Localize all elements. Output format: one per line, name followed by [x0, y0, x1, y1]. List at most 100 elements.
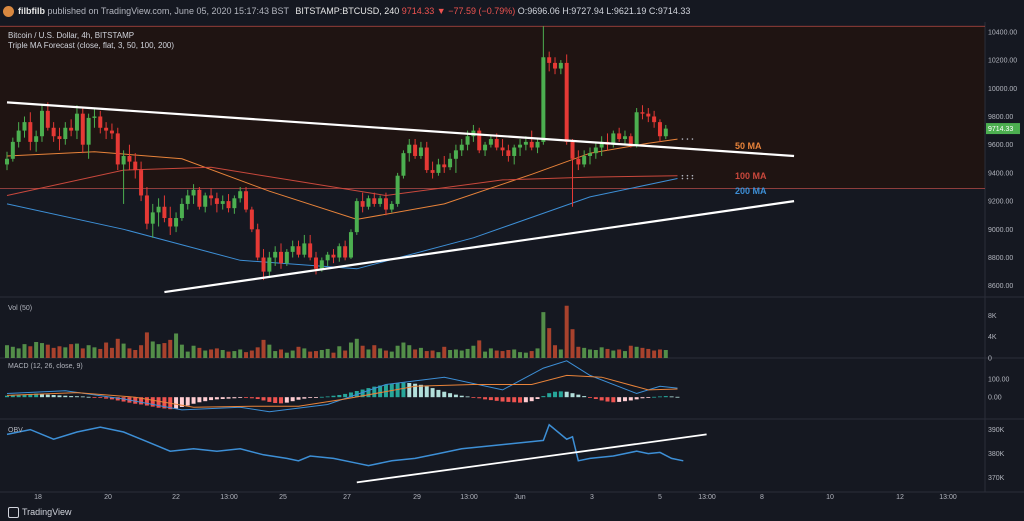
candle-body: [506, 150, 511, 156]
candle: [477, 127, 482, 154]
volume-bar: [302, 348, 307, 358]
macd-histogram-bar: [611, 397, 616, 403]
candle: [448, 153, 453, 171]
candle-body: [407, 144, 412, 154]
candle-body: [115, 133, 120, 165]
volume-bar: [535, 348, 540, 358]
macd-histogram-bar: [471, 397, 476, 398]
macd-histogram-bar: [197, 397, 202, 403]
time-tick-label: 10: [826, 494, 834, 501]
macd-histogram-bar: [535, 397, 540, 399]
candle-body: [57, 136, 62, 140]
price-tick-label: 8600.00: [988, 283, 1013, 290]
macd-histogram-bar: [232, 397, 237, 399]
candle-body: [366, 198, 371, 207]
candle-body: [477, 130, 482, 151]
candle-body: [622, 136, 627, 140]
macd-histogram-bar: [302, 397, 307, 399]
volume-bar: [494, 350, 499, 358]
candle: [34, 130, 39, 152]
macd-histogram-bar: [39, 394, 44, 398]
volume-bar: [343, 350, 348, 358]
volume-bar: [74, 343, 79, 358]
ma200-line: [6, 178, 678, 270]
candle-body: [127, 155, 132, 162]
macd-histogram-bar: [144, 397, 149, 406]
volume-bar: [395, 345, 400, 358]
volume-bar: [523, 352, 528, 358]
time-tick-label: 12: [896, 494, 904, 501]
forecast-dot: [686, 174, 689, 177]
candle: [133, 153, 138, 179]
candle-body: [500, 147, 505, 151]
volume-bar: [69, 344, 74, 358]
candle: [214, 192, 219, 213]
volume-bar: [634, 346, 639, 358]
macd-histogram-bar: [261, 397, 266, 401]
candle: [436, 158, 441, 176]
time-tick-label: 3: [590, 494, 594, 501]
candle: [582, 150, 587, 168]
macd-histogram-bar: [383, 384, 388, 398]
trend-lines: [6, 101, 795, 294]
macd-label: MACD (12, 26, close, 9): [8, 363, 83, 370]
candle-body: [453, 150, 458, 159]
tradingview-logo[interactable]: TradingView: [8, 503, 72, 521]
macd-histogram-bar: [51, 395, 56, 398]
macd-histogram-bar: [22, 394, 27, 398]
volume-bar: [98, 348, 103, 358]
obv-tick-label: 370K: [988, 475, 1005, 482]
volume-bar: [313, 351, 318, 358]
candle-body: [121, 155, 126, 165]
volume-bar: [156, 344, 161, 358]
published-text: published on TradingView.com, June 05, 2…: [47, 6, 289, 16]
candle: [168, 206, 173, 235]
ma50-annotation: 50 MA: [735, 141, 762, 151]
candle: [646, 108, 651, 123]
candle-body: [191, 189, 196, 196]
time-tick-label: 22: [172, 494, 180, 501]
volume-bar: [255, 347, 260, 358]
volume-bar: [179, 344, 184, 358]
volume-bar: [127, 348, 132, 358]
candle: [570, 139, 575, 207]
chart[interactable]: 10400.0010200.0010000.009800.009600.0094…: [0, 22, 1024, 503]
macd-histogram-bar: [628, 397, 633, 401]
macd-line: [6, 360, 678, 413]
candle: [558, 60, 563, 75]
ma100-line: [6, 166, 678, 197]
volume-bar: [168, 339, 173, 358]
candle-body: [535, 141, 540, 148]
volume-bar: [121, 343, 126, 358]
macd-histogram-bar: [512, 397, 517, 403]
candle: [395, 172, 400, 207]
candle: [255, 223, 260, 261]
macd-histogram-bar: [634, 397, 639, 400]
candle-body: [302, 243, 307, 255]
volume-bar: [5, 345, 9, 358]
candle-body: [553, 62, 558, 69]
volume-bar: [249, 350, 254, 358]
macd-histogram-bar: [109, 397, 114, 400]
candle: [74, 105, 79, 140]
price-tick-label: 10200.00: [988, 58, 1017, 65]
candle: [407, 139, 412, 162]
ma200-annotation: 200 MA: [735, 186, 767, 196]
candle-body: [459, 144, 464, 151]
candle-body: [296, 246, 301, 255]
candle-body: [185, 195, 190, 204]
volume-bar: [576, 346, 581, 358]
candle-body: [343, 246, 348, 258]
macd-histogram-bar: [267, 397, 272, 402]
macd-histogram-bar: [675, 396, 680, 398]
candle: [244, 187, 249, 213]
user-avatar[interactable]: [3, 6, 14, 18]
candle: [115, 127, 120, 171]
candle: [453, 144, 458, 173]
username[interactable]: filbfilb: [18, 6, 45, 16]
volume-bar: [139, 345, 144, 358]
candle-body: [582, 155, 587, 165]
macd-histogram-bar: [34, 393, 39, 398]
candle: [401, 150, 406, 179]
candle-body: [244, 191, 249, 210]
